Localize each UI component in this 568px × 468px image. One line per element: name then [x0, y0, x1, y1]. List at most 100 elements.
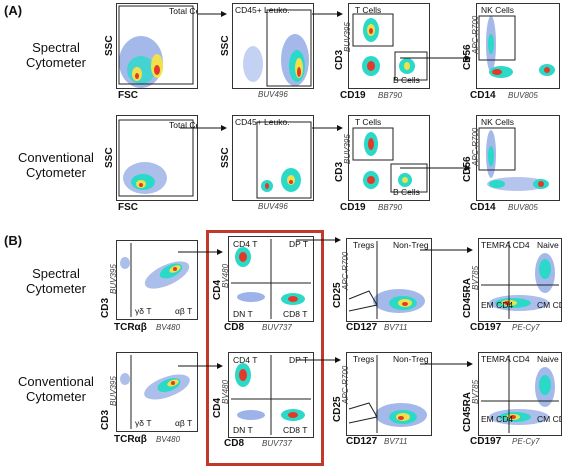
density-plot	[481, 241, 559, 319]
plot-b-spectral-memory: TEMRA CD4 Naive CD4 EM CD4 CM CD4	[478, 238, 562, 322]
gate-label: γδ T	[135, 418, 152, 428]
plot-a-spectral-tb: T Cells B Cells	[348, 3, 430, 89]
x-label: BV480	[156, 323, 181, 332]
gate-label: TEMRA CD4	[481, 354, 530, 364]
gate-label: CD8 T	[283, 309, 308, 319]
plot-b-spectral-abgd: γδ T αβ T	[116, 240, 198, 320]
plot-b-spectral-tregs: Tregs Non-Treg	[346, 238, 432, 322]
x-label: PE-Cy7	[512, 323, 540, 332]
gate-label: CM CD4	[537, 300, 561, 310]
density-plot	[256, 121, 312, 199]
plot-a-spectral-nk: NK Cells	[476, 3, 560, 89]
highlight-box	[206, 230, 324, 466]
gate-label: B Cells	[393, 75, 420, 85]
density-plot	[478, 127, 549, 191]
density-plot	[243, 9, 312, 87]
gate-label: CD45+ Leuko.	[235, 5, 290, 15]
density-plot	[231, 355, 311, 435]
plot-a-conventional-cd45: CD45+ Leuko.	[232, 115, 314, 201]
gate-label: NK Cells	[481, 117, 515, 127]
x-label: BUV805	[508, 91, 538, 100]
x-label: BUV737	[262, 439, 292, 448]
x-label: PE-Cy7	[512, 437, 540, 446]
gate-label: DN T	[233, 309, 253, 319]
plot-a-spectral-total-cells: Total Cells	[116, 3, 198, 89]
gate-label: Naive CD4	[537, 240, 561, 250]
row-label-b-spectral: Spectral Cytometer	[26, 266, 86, 296]
x-label: BUV737	[262, 323, 292, 332]
plot-b-conventional-memory: TEMRA CD4 Naive CD4 EM CD4 CM CD4	[478, 352, 562, 436]
x-label: CD127	[346, 322, 378, 333]
x-label: BV480	[156, 435, 181, 444]
gate-label: αβ T	[175, 418, 193, 428]
plot-a-conventional-total-cells: Total Cells	[116, 115, 198, 201]
plot-a-conventional-tb: T Cells B Cells	[348, 115, 430, 201]
plot-a-spectral-cd45: CD45+ Leuko.	[232, 3, 314, 89]
gate-label: DN T	[233, 425, 253, 435]
x-label: CD8	[224, 438, 245, 449]
gate-label: Total Cells	[169, 120, 197, 130]
density-plot	[231, 239, 311, 319]
density-plot	[352, 127, 428, 193]
x-label: BV711	[384, 437, 408, 446]
panel-b-label: (B)	[4, 233, 23, 248]
x-label: FSC	[118, 90, 138, 101]
x-label: CD8	[224, 322, 245, 333]
x-label: BUV496	[258, 90, 288, 99]
gate-label: Tregs	[353, 354, 375, 364]
gate-label: γδ T	[135, 306, 152, 316]
gate-label: B Cells	[393, 187, 420, 197]
density-plot	[120, 243, 190, 317]
x-label: TCRαβ	[114, 322, 147, 333]
gate-label: TEMRA CD4	[481, 240, 530, 250]
density-plot	[118, 5, 194, 88]
x-label: TCRαβ	[114, 434, 147, 445]
gate-label: CD8 T	[283, 425, 308, 435]
gate-label: CD45+ Leuko.	[235, 117, 290, 127]
gate-label: αβ T	[175, 306, 193, 316]
plot-b-conventional-cd4cd8: CD4 T DP T DN T CD8 T	[228, 352, 314, 438]
plot-b-spectral-cd4cd8: CD4 T DP T DN T CD8 T	[228, 236, 314, 322]
x-label: CD19	[340, 202, 366, 213]
x-label: CD14	[470, 202, 496, 213]
x-label: CD197	[470, 322, 502, 333]
gate-label: CM CD4	[537, 414, 561, 424]
gate-label: DP T	[289, 239, 309, 249]
row-label-b-conventional: Conventional Cytometer	[18, 374, 94, 404]
x-label: BB790	[378, 91, 403, 100]
plot-b-conventional-tregs: Tregs Non-Treg	[346, 352, 432, 436]
x-label: BUV805	[508, 203, 538, 212]
x-label: CD197	[470, 436, 502, 447]
gate-label: T Cells	[355, 117, 382, 127]
gate-label: CD4 T	[233, 355, 258, 365]
x-label: CD14	[470, 90, 496, 101]
panel-a-label: (A)	[4, 3, 23, 18]
x-label: BV711	[384, 323, 408, 332]
x-label: CD127	[346, 436, 378, 447]
x-label: BUV496	[258, 202, 288, 211]
density-plot	[348, 241, 425, 319]
gate-label: T Cells	[355, 5, 382, 15]
x-label: FSC	[118, 202, 138, 213]
density-plot	[120, 355, 190, 429]
density-plot	[348, 355, 427, 433]
plot-a-conventional-nk: NK Cells	[476, 115, 560, 201]
gate-label: Non-Treg	[393, 354, 429, 364]
gate-label: NK Cells	[481, 5, 515, 15]
gate-label: Total Cells	[169, 6, 197, 16]
gate-label: Non-Treg	[393, 240, 429, 250]
gate-label: EM CD4	[481, 300, 514, 310]
gate-label: Tregs	[353, 240, 375, 250]
gate-label: CD4 T	[233, 239, 258, 249]
row-label-a-conventional: Conventional Cytometer	[18, 150, 94, 180]
row-label-a-spectral: Spectral Cytometer	[26, 40, 86, 70]
density-plot	[118, 119, 194, 197]
gate-label: Naive CD4	[537, 354, 561, 364]
plot-b-conventional-abgd: γδ T αβ T	[116, 352, 198, 432]
density-plot	[352, 13, 428, 81]
gate-label: EM CD4	[481, 414, 514, 424]
density-plot	[478, 15, 555, 78]
density-plot	[481, 355, 559, 433]
x-label: BB790	[378, 203, 403, 212]
